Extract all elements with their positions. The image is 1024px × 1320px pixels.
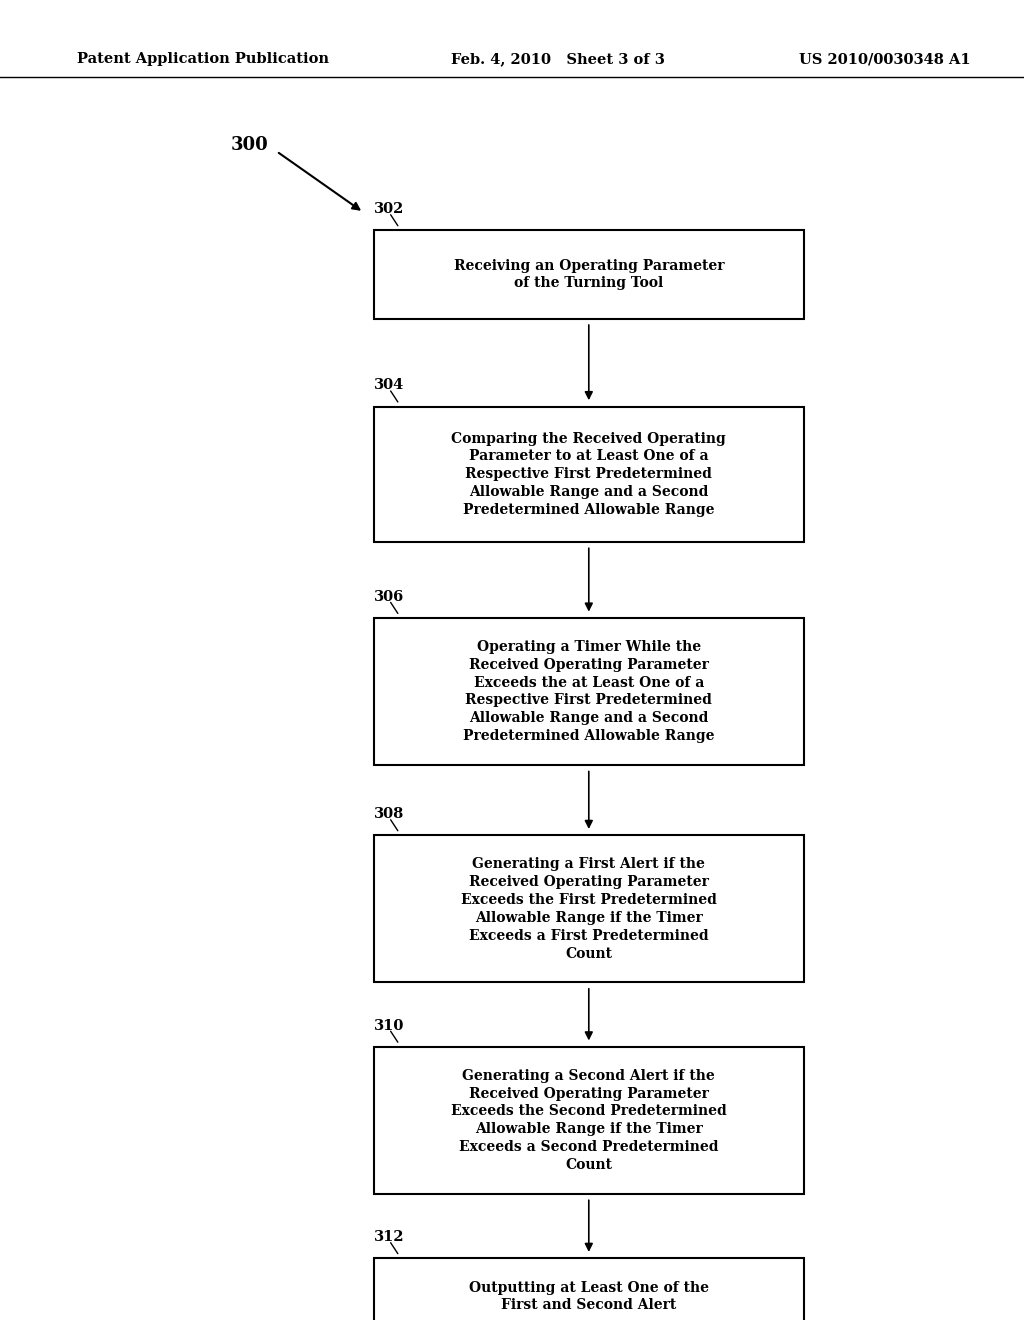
Text: Operating a Timer While the
Received Operating Parameter
Exceeds the at Least On: Operating a Timer While the Received Ope… [463, 640, 715, 743]
Bar [374, 407, 804, 541]
Text: Patent Application Publication: Patent Application Publication [77, 53, 329, 66]
Text: 300: 300 [230, 136, 268, 154]
Text: 308: 308 [374, 807, 404, 821]
Bar [374, 618, 804, 766]
Text: Outputting at Least One of the
First and Second Alert: Outputting at Least One of the First and… [469, 1280, 709, 1312]
Bar [374, 1047, 804, 1193]
Text: 312: 312 [374, 1230, 404, 1243]
Bar [374, 1258, 804, 1320]
Text: Generating a First Alert if the
Received Operating Parameter
Exceeds the First P: Generating a First Alert if the Received… [461, 857, 717, 961]
Bar [374, 231, 804, 318]
Text: US 2010/0030348 A1: US 2010/0030348 A1 [799, 53, 971, 66]
Text: Comparing the Received Operating
Parameter to at Least One of a
Respective First: Comparing the Received Operating Paramet… [452, 432, 726, 517]
Text: Generating a Second Alert if the
Received Operating Parameter
Exceeds the Second: Generating a Second Alert if the Receive… [451, 1069, 727, 1172]
Text: 310: 310 [374, 1019, 404, 1032]
Text: Feb. 4, 2010   Sheet 3 of 3: Feb. 4, 2010 Sheet 3 of 3 [451, 53, 665, 66]
Text: 302: 302 [374, 202, 404, 216]
Text: 306: 306 [374, 590, 404, 603]
Text: 304: 304 [374, 379, 404, 392]
Text: Receiving an Operating Parameter
of the Turning Tool: Receiving an Operating Parameter of the … [454, 259, 724, 290]
Bar [374, 836, 804, 982]
